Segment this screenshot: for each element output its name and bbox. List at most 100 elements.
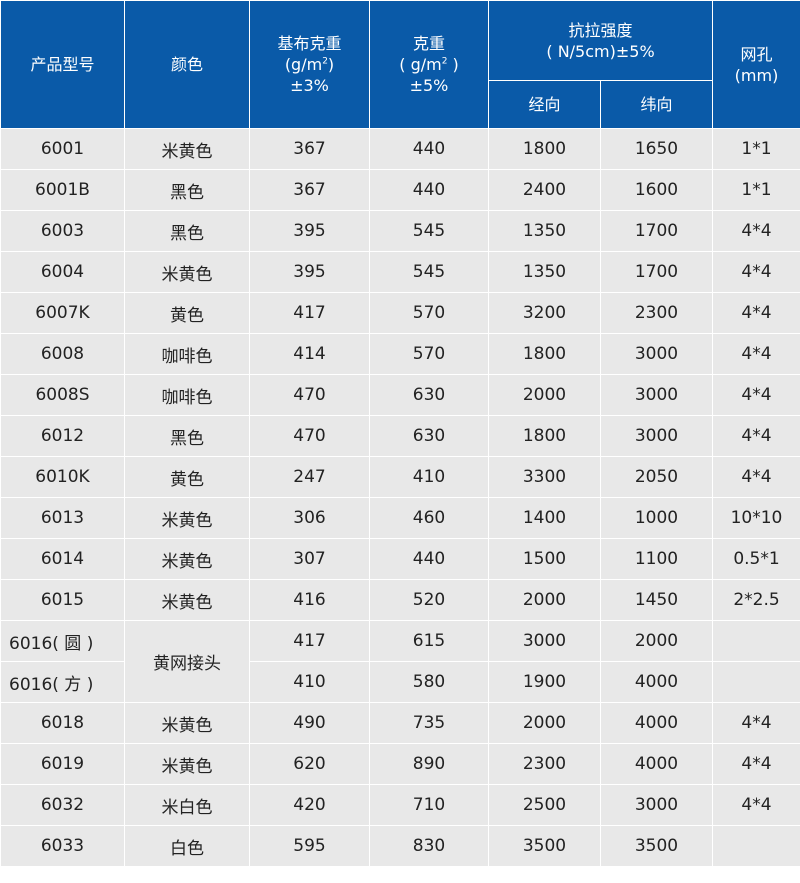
cell-warp: 3000 bbox=[488, 620, 601, 662]
cell-base-weight: 367 bbox=[249, 169, 370, 211]
cell-base-weight: 367 bbox=[249, 128, 370, 170]
cell-base-weight: 395 bbox=[249, 251, 370, 293]
cell-weft: 1650 bbox=[600, 128, 713, 170]
cell-weft: 4000 bbox=[600, 743, 713, 785]
header-weft: 纬向 bbox=[600, 80, 713, 129]
cell-base-weight: 410 bbox=[249, 661, 370, 703]
cell-base-weight: 417 bbox=[249, 620, 370, 662]
cell-mesh: 1*1 bbox=[712, 169, 800, 211]
cell-mesh: 4*4 bbox=[712, 333, 800, 375]
cell-weft: 1100 bbox=[600, 538, 713, 580]
header-model: 产品型号 bbox=[0, 0, 125, 129]
cell-mesh: 2*2.5 bbox=[712, 579, 800, 621]
table-row: 6010K 黄色 247 410 3300 2050 4*4 bbox=[0, 456, 800, 498]
cell-color: 黑色 bbox=[124, 415, 250, 457]
header-mesh-title: 网孔 bbox=[740, 44, 773, 64]
cell-model: 6012 bbox=[0, 415, 125, 457]
header-strength: 抗拉强度 ( N/5cm)±5% bbox=[488, 0, 713, 81]
cell-color: 咖啡色 bbox=[124, 333, 250, 375]
table-row: 6012 黑色 470 630 1800 3000 4*4 bbox=[0, 415, 800, 457]
table-row: 6007K 黄色 417 570 3200 2300 4*4 bbox=[0, 292, 800, 334]
table-row: 6016( 方 ) 410 580 1900 4000 bbox=[0, 661, 800, 703]
cell-warp: 1500 bbox=[488, 538, 601, 580]
cell-color: 米黄色 bbox=[124, 128, 250, 170]
cell-weft: 3500 bbox=[600, 825, 713, 867]
cell-warp: 1350 bbox=[488, 251, 601, 293]
cell-model: 6013 bbox=[0, 497, 125, 539]
table-row: 6014 米黄色 307 440 1500 1100 0.5*1 bbox=[0, 538, 800, 580]
cell-mesh: 4*4 bbox=[712, 456, 800, 498]
cell-weft: 1700 bbox=[600, 210, 713, 252]
table-row: 6033 白色 595 830 3500 3500 bbox=[0, 825, 800, 867]
cell-color: 米黄色 bbox=[124, 702, 250, 744]
cell-warp: 2000 bbox=[488, 579, 601, 621]
table-row: 6008 咖啡色 414 570 1800 3000 4*4 bbox=[0, 333, 800, 375]
cell-weight: 410 bbox=[369, 456, 489, 498]
cell-weight: 580 bbox=[369, 661, 489, 703]
cell-color: 黑色 bbox=[124, 169, 250, 211]
header-weight-unit: ( g/m2 ) bbox=[399, 55, 459, 74]
cell-weight: 570 bbox=[369, 333, 489, 375]
cell-weight: 630 bbox=[369, 415, 489, 457]
cell-mesh: 4*4 bbox=[712, 415, 800, 457]
cell-base-weight: 470 bbox=[249, 374, 370, 416]
cell-mesh: 1*1 bbox=[712, 128, 800, 170]
cell-weight: 460 bbox=[369, 497, 489, 539]
cell-mesh: 4*4 bbox=[712, 251, 800, 293]
table-row: 6008S 咖啡色 470 630 2000 3000 4*4 bbox=[0, 374, 800, 416]
cell-weight: 440 bbox=[369, 169, 489, 211]
cell-base-weight: 620 bbox=[249, 743, 370, 785]
cell-color: 黑色 bbox=[124, 210, 250, 252]
cell-color: 白色 bbox=[124, 825, 250, 867]
cell-weight: 440 bbox=[369, 538, 489, 580]
cell-weft: 4000 bbox=[600, 661, 713, 703]
header-base-weight-unit: (g/m2) bbox=[284, 55, 335, 74]
table-row: 6001B 黑色 367 440 2400 1600 1*1 bbox=[0, 169, 800, 211]
cell-warp: 2400 bbox=[488, 169, 601, 211]
header-base-weight-title: 基布克重 bbox=[277, 34, 342, 53]
cell-model: 6008S bbox=[0, 374, 125, 416]
cell-base-weight: 470 bbox=[249, 415, 370, 457]
table-body: 6001 米黄色 367 440 1800 1650 1*1 6001B 黑色 … bbox=[0, 128, 800, 867]
cell-model: 6001B bbox=[0, 169, 125, 211]
cell-model: 6007K bbox=[0, 292, 125, 334]
table-row: 6018 米黄色 490 735 2000 4000 4*4 bbox=[0, 702, 800, 744]
cell-color: 米黄色 bbox=[124, 538, 250, 580]
cell-weft: 3000 bbox=[600, 784, 713, 826]
table-header: 产品型号 颜色 基布克重 (g/m2) ±3% 克重 ( g/m2 ) ±5% … bbox=[0, 0, 800, 129]
cell-weight: 830 bbox=[369, 825, 489, 867]
cell-weight: 440 bbox=[369, 128, 489, 170]
cell-weft: 1700 bbox=[600, 251, 713, 293]
cell-warp: 2000 bbox=[488, 374, 601, 416]
header-weight-tolerance: ±5% bbox=[409, 76, 449, 95]
cell-weight: 520 bbox=[369, 579, 489, 621]
cell-mesh: 0.5*1 bbox=[712, 538, 800, 580]
cell-mesh: 10*10 bbox=[712, 497, 800, 539]
cell-model: 6015 bbox=[0, 579, 125, 621]
table-row: 6001 米黄色 367 440 1800 1650 1*1 bbox=[0, 128, 800, 170]
cell-warp: 1400 bbox=[488, 497, 601, 539]
cell-model: 6010K bbox=[0, 456, 125, 498]
cell-color-merged: 黄网接头 bbox=[124, 620, 250, 703]
cell-weft: 2000 bbox=[600, 620, 713, 662]
header-weight: 克重 ( g/m2 ) ±5% bbox=[369, 0, 489, 129]
table-row: 6032 米白色 420 710 2500 3000 4*4 bbox=[0, 784, 800, 826]
cell-model: 6033 bbox=[0, 825, 125, 867]
cell-model: 6008 bbox=[0, 333, 125, 375]
header-base-weight: 基布克重 (g/m2) ±3% bbox=[249, 0, 370, 129]
cell-base-weight: 414 bbox=[249, 333, 370, 375]
cell-mesh: 4*4 bbox=[712, 743, 800, 785]
cell-mesh: 4*4 bbox=[712, 292, 800, 334]
cell-warp: 1800 bbox=[488, 333, 601, 375]
cell-base-weight: 395 bbox=[249, 210, 370, 252]
cell-warp: 1800 bbox=[488, 415, 601, 457]
table-row: 6016( 圆 ) 黄网接头 417 615 3000 2000 bbox=[0, 620, 800, 703]
cell-model: 6016( 方 ) bbox=[0, 661, 125, 703]
cell-weft: 3000 bbox=[600, 374, 713, 416]
header-strength-title: 抗拉强度 bbox=[568, 20, 633, 40]
cell-model: 6003 bbox=[0, 210, 125, 252]
cell-model: 6032 bbox=[0, 784, 125, 826]
cell-weight: 710 bbox=[369, 784, 489, 826]
cell-warp: 1800 bbox=[488, 128, 601, 170]
